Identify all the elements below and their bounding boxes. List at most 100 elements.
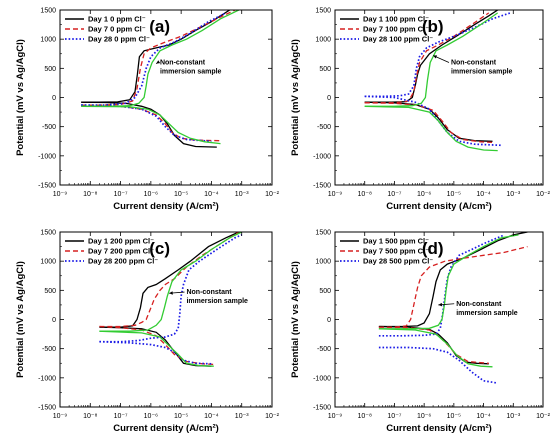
series-3-anodic-line [99, 234, 243, 343]
annotation-arrowhead [433, 55, 438, 59]
x-tick-label: 10⁻⁵ [174, 191, 188, 198]
series-group [81, 10, 240, 148]
y-tick-label: -1500 [313, 405, 331, 412]
y-axis-label: Potential (mV vs Ag/AgCl) [15, 39, 26, 156]
legend-entry: Day 7 0 ppm Cl⁻ [88, 25, 146, 34]
panel-label: (d) [422, 239, 444, 258]
series-4-anodic-line [364, 12, 499, 107]
x-tick-label: 10⁻⁷ [387, 191, 401, 198]
y-tick-label: -1000 [38, 375, 56, 382]
series-2-cathodic-line [378, 326, 489, 364]
x-tick-label: 10⁻³ [235, 191, 249, 198]
annotation-text: immersion sample [160, 69, 222, 76]
x-tick-label: 10⁻⁷ [114, 413, 128, 420]
series-1-anodic-line [378, 232, 528, 328]
y-tick-label: 1000 [40, 37, 56, 44]
y-tick-label: 500 [319, 288, 331, 295]
x-tick-label: 10⁻⁹ [53, 191, 67, 198]
chart-panel-1: 10⁻⁹ 10⁻⁸ 10⁻⁷ 10⁻⁶ 10⁻⁵ 10⁻⁴ 10⁻³ 10⁻² -1500 -10… [15, 8, 280, 213]
x-tick-label: 10⁻⁶ [144, 413, 158, 420]
series-1-cathodic-line [99, 326, 212, 367]
series-4-cathodic-line [81, 105, 221, 145]
series-2-cathodic-line [99, 325, 214, 366]
series-3-anodic-line [364, 12, 511, 98]
series-3-anodic-line [378, 234, 505, 337]
y-tick-label: -500 [317, 124, 331, 131]
y-tick-label: 1000 [315, 37, 331, 44]
y-tick-label: 1000 [315, 259, 331, 266]
legend: Day 1 500 ppm Cl⁻Day 7 500 ppm Cl⁻Day 28… [340, 237, 433, 266]
y-axis-label: Potential (mV vs Ag/AgCl) [290, 261, 301, 378]
y-tick-label: -500 [42, 124, 56, 131]
panel-label: (b) [422, 17, 444, 36]
x-axis-label: Current density (A/cm²) [386, 423, 492, 434]
series-2-anodic-line [81, 10, 236, 106]
annotation-arrowhead [156, 60, 161, 64]
legend-entry: Day 1 500 ppm Cl⁻ [363, 237, 429, 246]
series-1-cathodic-line [378, 325, 489, 365]
y-tick-label: 0 [52, 317, 56, 324]
x-tick-label: 10⁻⁶ [417, 191, 431, 198]
panel-label: (c) [149, 239, 170, 258]
series-2-cathodic-line [364, 102, 493, 144]
x-tick-label: 10⁻⁹ [328, 413, 342, 420]
x-tick-label: 10⁻³ [506, 191, 520, 198]
x-tick-label: 10⁻⁴ [204, 191, 219, 198]
annotation-text: immersion sample [456, 310, 518, 317]
annotation-text: immersion sample [451, 69, 513, 76]
y-tick-label: 1500 [315, 8, 331, 15]
x-tick-label: 10⁻⁸ [83, 191, 97, 198]
series-group [378, 232, 528, 384]
y-axis-label: Potential (mV vs Ag/AgCl) [15, 261, 26, 378]
series-2-anodic-line [364, 12, 490, 104]
y-tick-label: 0 [52, 95, 56, 102]
x-tick-label: 10⁻⁴ [204, 413, 219, 420]
x-tick-label: 10⁻⁶ [417, 413, 431, 420]
annotation-arrowhead [438, 302, 443, 307]
legend-entry: Day 28 500 ppm Cl⁻ [363, 257, 433, 266]
y-tick-label: -1500 [38, 183, 56, 190]
y-tick-label: -1500 [313, 183, 331, 190]
annotation-text: Non-constant [160, 60, 206, 67]
x-tick-label: 10⁻³ [235, 413, 249, 420]
y-tick-label: 1500 [40, 230, 56, 237]
series-4-anodic-line [81, 10, 240, 107]
series-3-cathodic-line [364, 95, 502, 147]
legend-entry: Day 28 100 ppm Cl⁻ [363, 35, 433, 44]
x-tick-label: 10⁻² [536, 413, 550, 420]
x-tick-label: 10⁻⁴ [476, 413, 491, 420]
annotation-text: immersion sample [186, 298, 248, 305]
panel-label: (a) [149, 17, 170, 36]
x-tick-label: 10⁻³ [506, 413, 520, 420]
y-tick-label: 0 [327, 317, 331, 324]
y-tick-label: -1000 [38, 153, 56, 160]
legend-entry: Day 1 100 ppm Cl⁻ [363, 15, 429, 24]
series-4-cathodic-line [364, 105, 498, 152]
x-tick-label: 10⁻⁸ [357, 413, 371, 420]
series-4-cathodic-line [378, 328, 493, 368]
legend-entry: Day 7 200 ppm Cl⁻ [88, 247, 154, 256]
y-axis-label: Potential (mV vs Ag/AgCl) [290, 39, 301, 156]
x-tick-label: 10⁻⁵ [447, 413, 461, 420]
x-tick-label: 10⁻⁵ [447, 191, 461, 198]
x-tick-label: 10⁻⁷ [114, 191, 128, 198]
annotation-text: Non-constant [456, 301, 502, 308]
legend-entry: Day 7 100 ppm Cl⁻ [363, 25, 429, 34]
y-tick-label: -1000 [313, 375, 331, 382]
series-group [364, 10, 511, 152]
y-tick-label: 500 [44, 66, 56, 73]
series-2-anodic-line [378, 245, 528, 328]
x-tick-label: 10⁻⁹ [53, 413, 67, 420]
chart-panel-4: 10⁻⁹ 10⁻⁸ 10⁻⁷ 10⁻⁶ 10⁻⁵ 10⁻⁴ 10⁻³ 10⁻² -1500 -10… [290, 230, 550, 435]
series-4-anodic-line [378, 234, 519, 330]
y-tick-label: -500 [42, 346, 56, 353]
y-tick-label: -1000 [313, 153, 331, 160]
y-tick-label: 0 [327, 95, 331, 102]
series-4-cathodic-line [99, 330, 214, 367]
legend-entry: Day 28 200 ppm Cl⁻ [88, 257, 158, 266]
x-tick-label: 10⁻⁶ [144, 191, 158, 198]
legend: Day 1 100 ppm Cl⁻Day 7 100 ppm Cl⁻Day 28… [340, 15, 433, 44]
annotation-text: Non-constant [186, 289, 232, 296]
legend-entry: Day 1 200 ppm Cl⁻ [88, 237, 154, 246]
